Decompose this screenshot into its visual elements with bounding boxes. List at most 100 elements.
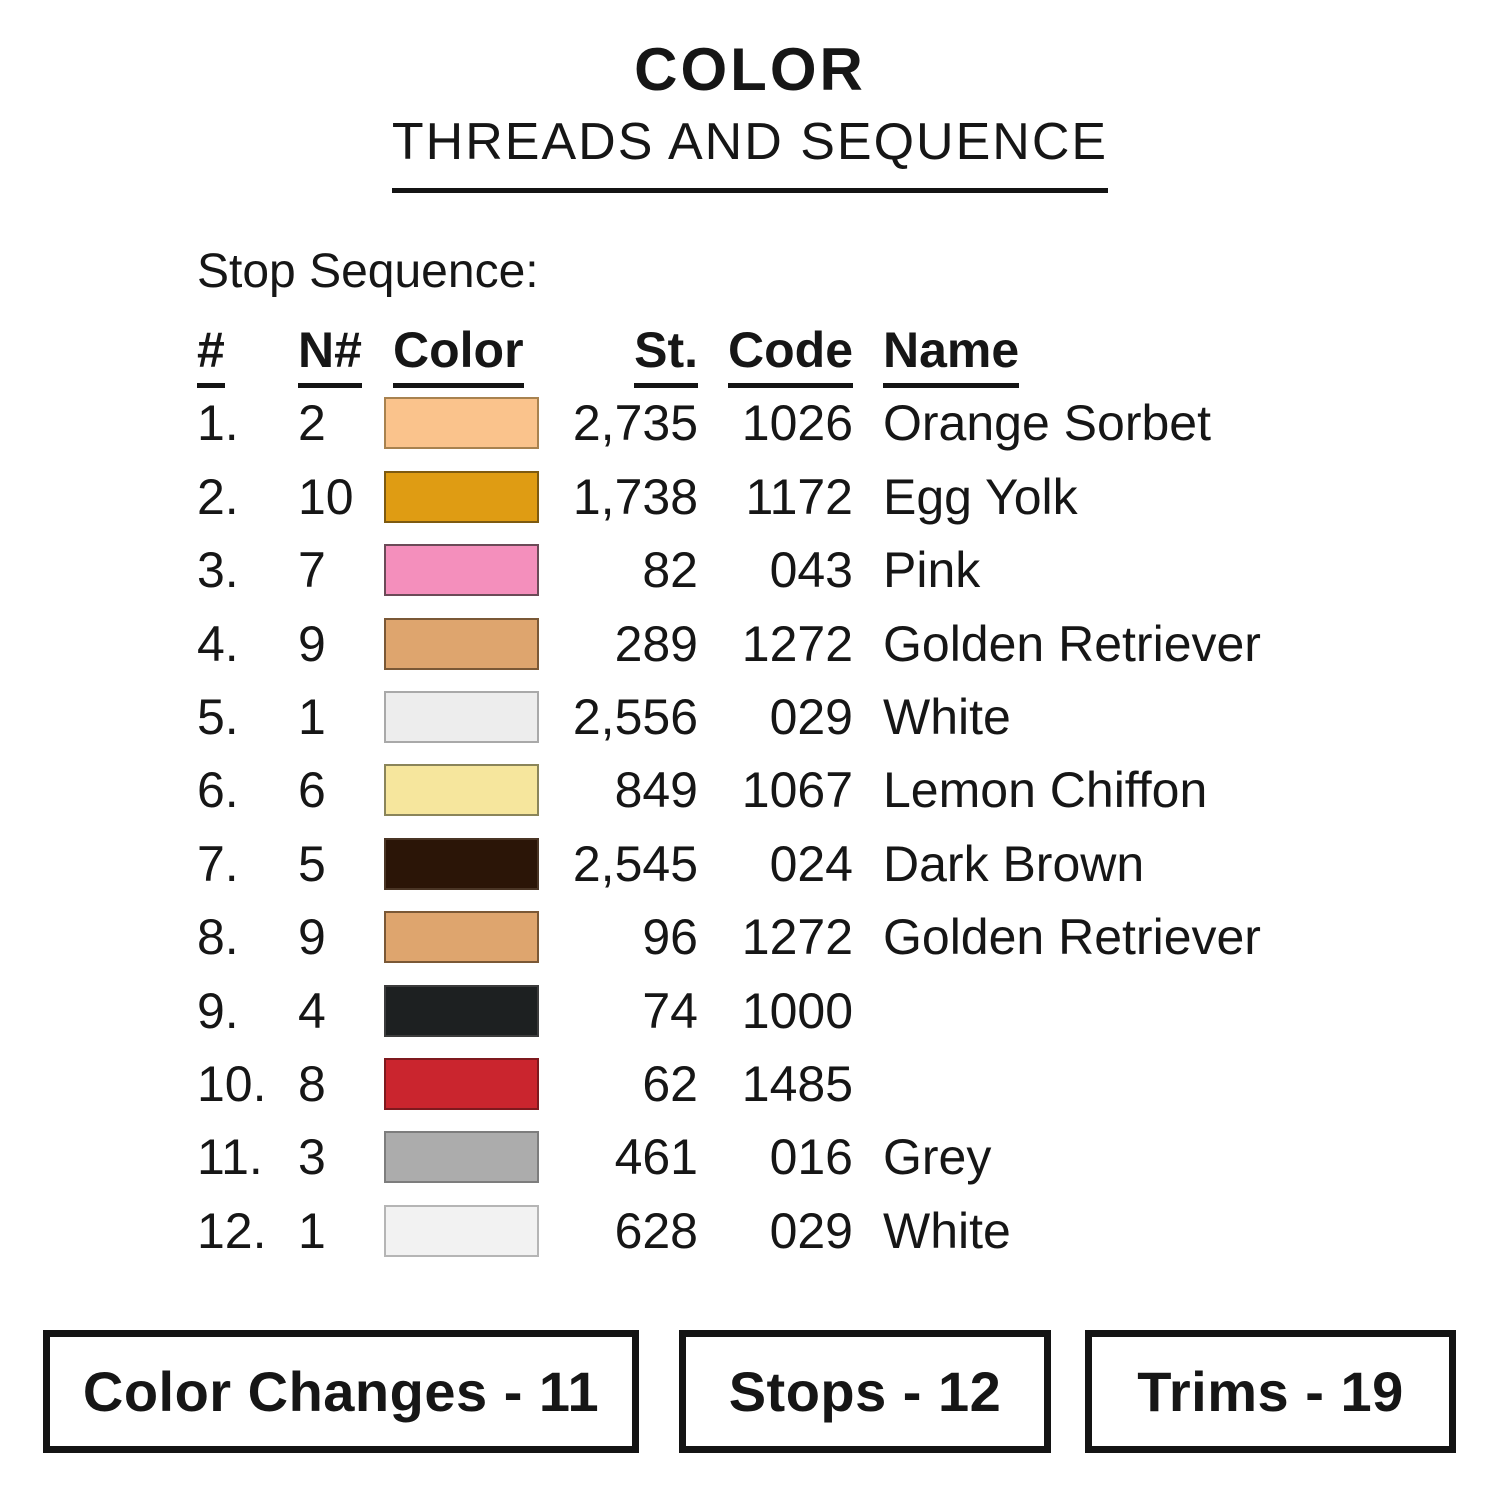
thread-color-swatch [384, 470, 539, 523]
row-number: 7. [197, 835, 239, 892]
row-thread-code: 1485 [741, 1056, 853, 1112]
row-stitch-count: 74 [642, 982, 698, 1039]
row-needle: 10 [298, 468, 354, 525]
row-thread-name: Pink [883, 542, 981, 599]
thread-color-swatch [384, 397, 539, 450]
table-row: 8. 9 96 1272 Golden Retriever [197, 901, 1287, 974]
row-number: 9. [197, 982, 239, 1039]
header-needle: N# [298, 321, 384, 388]
stop-sequence-rows: 1. 2 2,735 1026 Orange Sorbet 2. 10 1,73… [197, 387, 1287, 1268]
row-thread-code: 1000 [741, 982, 853, 1039]
thread-color-swatch [384, 911, 539, 964]
thread-color-swatch [384, 544, 539, 597]
page-title: COLOR [634, 36, 866, 103]
table-row: 11. 3 461 016 Grey [197, 1121, 1287, 1194]
trims-label: Trims - 19 [1137, 1360, 1404, 1423]
row-thread-code: 016 [769, 1129, 853, 1186]
row-needle: 6 [298, 762, 326, 819]
header-code: Code [698, 321, 853, 388]
row-thread-code: 043 [769, 542, 853, 599]
row-thread-name: Orange Sorbet [883, 395, 1211, 452]
row-needle: 9 [298, 909, 326, 966]
thread-color-swatch [384, 764, 539, 817]
row-needle: 8 [298, 1056, 326, 1112]
row-thread-code: 024 [769, 835, 853, 892]
header-name: Name [853, 321, 1287, 388]
row-thread-name: Dark Brown [883, 835, 1145, 892]
row-stitch-count: 1,738 [572, 468, 698, 525]
row-number: 4. [197, 615, 239, 672]
row-stitch-count: 2,545 [572, 835, 698, 892]
row-thread-name: White [883, 1202, 1011, 1259]
thread-color-swatch [384, 617, 539, 670]
thread-color-swatch [384, 984, 539, 1037]
row-stitch-count: 96 [642, 909, 698, 966]
thread-color-swatch [384, 1131, 539, 1184]
row-thread-code: 1026 [741, 395, 853, 452]
row-thread-name: White [883, 689, 1011, 746]
table-row: 3. 7 82 043 Pink [197, 534, 1287, 607]
table-row: 9. 4 74 1000 [197, 974, 1287, 1047]
table-row: 6. 6 849 1067 Lemon Chiffon [197, 754, 1287, 827]
row-needle: 3 [298, 1129, 326, 1186]
thread-color-swatch [384, 837, 539, 890]
row-needle: 1 [298, 689, 326, 746]
stop-sequence-section: Stop Sequence: # N# Color St. Code Name … [197, 245, 1287, 1268]
row-number: 2. [197, 468, 239, 525]
row-needle: 4 [298, 982, 326, 1039]
row-number: 10. [197, 1056, 267, 1112]
row-number: 5. [197, 689, 239, 746]
header-number: # [197, 321, 298, 388]
row-thread-name: Golden Retriever [883, 615, 1261, 672]
thread-color-swatch [384, 1058, 539, 1110]
page-subtitle: THREADS AND SEQUENCE [391, 113, 1109, 171]
title-block: COLOR THREADS AND SEQUENCE [0, 40, 1500, 193]
table-row: 4. 9 289 1272 Golden Retriever [197, 607, 1287, 680]
thread-color-swatch [384, 1204, 539, 1257]
row-stitch-count: 289 [614, 615, 698, 672]
row-number: 8. [197, 909, 239, 966]
row-thread-name: Egg Yolk [883, 468, 1078, 525]
row-needle: 9 [298, 615, 326, 672]
table-row: 10. 8 62 1485 [197, 1047, 1287, 1120]
row-stitch-count: 461 [614, 1129, 698, 1186]
header-stitches: St. [542, 321, 698, 388]
row-thread-code: 1272 [741, 615, 853, 672]
table-row: 5. 1 2,556 029 White [197, 680, 1287, 753]
trims-box: Trims - 19 [1085, 1330, 1456, 1453]
stop-sequence-header: # N# Color St. Code Name [197, 321, 1287, 388]
thread-color-swatch [384, 691, 539, 744]
row-needle: 1 [298, 1202, 326, 1259]
row-number: 6. [197, 762, 239, 819]
row-needle: 2 [298, 395, 326, 452]
row-stitch-count: 849 [614, 762, 698, 819]
row-thread-code: 1172 [745, 468, 853, 525]
row-number: 3. [197, 542, 239, 599]
table-row: 7. 5 2,545 024 Dark Brown [197, 827, 1287, 900]
header-color: Color [384, 321, 542, 388]
table-row: 1. 2 2,735 1026 Orange Sorbet [197, 387, 1287, 460]
row-thread-name: Grey [883, 1129, 992, 1186]
stops-label: Stops - 12 [728, 1360, 1002, 1423]
row-stitch-count: 62 [642, 1056, 698, 1112]
stops-box: Stops - 12 [679, 1330, 1051, 1453]
row-thread-name: Golden Retriever [883, 909, 1261, 966]
color-changes-label: Color Changes - 11 [82, 1360, 600, 1423]
color-changes-box: Color Changes - 11 [43, 1330, 639, 1453]
row-stitch-count: 82 [642, 542, 698, 599]
row-number: 12. [197, 1202, 267, 1259]
row-needle: 5 [298, 835, 326, 892]
stop-sequence-label: Stop Sequence: [197, 245, 539, 298]
row-thread-code: 1067 [741, 762, 853, 819]
row-thread-name: Lemon Chiffon [883, 762, 1208, 819]
row-needle: 7 [298, 542, 326, 599]
row-thread-code: 029 [769, 689, 853, 746]
row-stitch-count: 2,556 [572, 689, 698, 746]
table-row: 2. 10 1,738 1172 Egg Yolk [197, 460, 1287, 533]
title-underline [392, 188, 1108, 193]
table-row: 12. 1 628 029 White [197, 1194, 1287, 1267]
row-stitch-count: 2,735 [572, 395, 698, 452]
row-thread-code: 029 [769, 1202, 853, 1259]
row-stitch-count: 628 [614, 1202, 698, 1259]
row-number: 11. [197, 1129, 263, 1186]
